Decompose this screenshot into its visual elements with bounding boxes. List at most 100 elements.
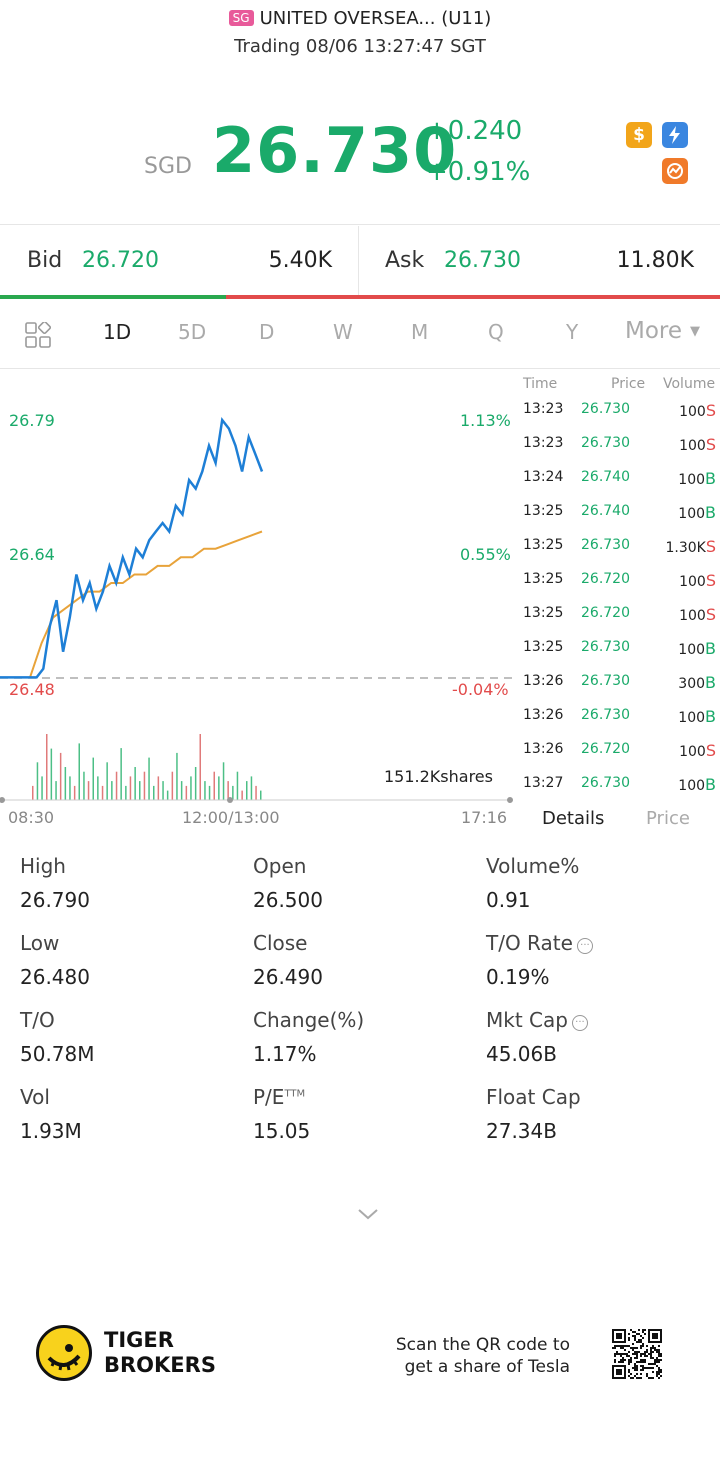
- tab-details[interactable]: Details: [542, 808, 605, 829]
- trade-price: 26.730: [581, 435, 630, 451]
- qr-module: [634, 1363, 636, 1365]
- trading-status: Trading 08/06 13:27:47 SGT: [234, 36, 486, 57]
- trade-time: 13:25: [523, 605, 564, 621]
- qr-module: [636, 1357, 638, 1359]
- trade-volume-value: 100: [679, 404, 706, 420]
- bid-price: 26.720: [82, 248, 159, 273]
- qr-module: [634, 1365, 636, 1367]
- volume-bar: [120, 748, 122, 800]
- chevron-down-icon: ▼: [690, 324, 701, 339]
- qr-module: [638, 1377, 640, 1379]
- dollar-icon[interactable]: $: [626, 122, 652, 148]
- qr-module: [648, 1363, 650, 1365]
- stat-label-text: Change(%): [253, 1008, 365, 1032]
- volume-bars: [32, 734, 262, 800]
- volume-bar: [143, 771, 146, 800]
- flash-icon[interactable]: [662, 122, 688, 148]
- qr-module: [622, 1347, 624, 1349]
- stat-label: High: [20, 854, 66, 878]
- pct-label-mid: 0.55%: [460, 545, 511, 564]
- qr-module: [640, 1339, 642, 1341]
- qr-module: [654, 1347, 656, 1349]
- qr-module: [634, 1357, 636, 1359]
- price-line: [0, 416, 264, 679]
- ask-size: 11.80K: [616, 248, 694, 273]
- trade-time: 13:25: [523, 537, 564, 553]
- qr-module: [650, 1347, 652, 1349]
- bid-ask-divider: [358, 226, 359, 296]
- more-info-icon[interactable]: ···: [571, 1015, 588, 1031]
- qr-module: [634, 1337, 636, 1339]
- qr-module: [660, 1375, 662, 1377]
- bid-ratio-fill: [0, 295, 227, 299]
- qr-module: [630, 1377, 632, 1379]
- trade-volume: 100B: [640, 707, 716, 726]
- tab-y[interactable]: Y: [566, 320, 579, 344]
- qr-module: [642, 1361, 644, 1363]
- tab-1d[interactable]: 1D: [103, 320, 132, 344]
- qr-module: [634, 1335, 636, 1337]
- tab-more[interactable]: More ▼: [625, 318, 700, 344]
- brand-line2: BROKERS: [104, 1353, 216, 1377]
- qr-module: [640, 1341, 642, 1343]
- trade-time: 13:26: [523, 741, 564, 757]
- grid-layout-icon[interactable]: [25, 320, 52, 352]
- qr-module: [628, 1361, 630, 1363]
- qr-module: [644, 1361, 646, 1363]
- qr-module: [656, 1359, 658, 1361]
- trade-price: 26.730: [581, 537, 630, 553]
- qr-module: [640, 1353, 642, 1355]
- volume-bar: [162, 781, 164, 800]
- trade-volume: 100B: [640, 775, 716, 794]
- tab-m[interactable]: M: [411, 320, 429, 344]
- qr-finder: [616, 1369, 622, 1375]
- qr-module: [634, 1347, 636, 1349]
- stat-value: 26.490: [253, 965, 323, 989]
- volume-bar: [227, 781, 229, 800]
- more-info-icon[interactable]: ···: [576, 938, 593, 954]
- volume-bar: [87, 781, 90, 800]
- volume-bar: [69, 776, 71, 800]
- stock-title: SG UNITED OVERSEA... (U11): [0, 8, 720, 29]
- qr-module: [658, 1377, 660, 1379]
- trade-time: 13:23: [523, 401, 564, 417]
- tab-5d[interactable]: 5D: [178, 320, 207, 344]
- tab-q[interactable]: Q: [488, 320, 504, 344]
- stat-value: 45.06B: [486, 1042, 557, 1066]
- x-axis-end-dot: [507, 797, 513, 803]
- qr-module: [632, 1331, 634, 1333]
- qr-module: [652, 1351, 654, 1353]
- stat-value: 26.480: [20, 965, 90, 989]
- qr-module: [630, 1347, 632, 1349]
- tab-w[interactable]: W: [333, 320, 353, 344]
- qr-module: [658, 1359, 660, 1361]
- tab-d[interactable]: D: [259, 320, 275, 344]
- qr-module: [638, 1351, 640, 1353]
- stat-label: Volume%: [486, 854, 579, 878]
- trade-time: 13:25: [523, 639, 564, 655]
- qr-module: [632, 1335, 634, 1337]
- qr-module: [650, 1357, 652, 1359]
- qr-module: [626, 1345, 628, 1347]
- intraday-chart[interactable]: [0, 370, 520, 832]
- qr-module: [628, 1369, 630, 1371]
- trade-price: 26.720: [581, 605, 630, 621]
- qr-code-icon[interactable]: [612, 1329, 662, 1379]
- chart-icon[interactable]: [662, 158, 688, 184]
- stock-name: UNITED OVERSEA... (U11): [259, 8, 492, 29]
- trade-volume-value: 100: [678, 642, 706, 658]
- qr-module: [642, 1365, 644, 1367]
- stat-label: Float Cap: [486, 1085, 581, 1109]
- expand-chevron-icon[interactable]: [356, 1206, 380, 1226]
- qr-module: [650, 1377, 652, 1379]
- qr-module: [656, 1375, 658, 1377]
- qr-module: [658, 1355, 660, 1357]
- qr-module: [654, 1359, 656, 1361]
- stat-label-text: Volume%: [486, 854, 580, 878]
- qr-module: [650, 1353, 652, 1355]
- qr-module: [640, 1335, 642, 1337]
- qr-module: [644, 1353, 646, 1355]
- tab-price[interactable]: Price: [646, 808, 690, 829]
- volume-bar: [92, 757, 94, 800]
- qr-module: [622, 1359, 624, 1361]
